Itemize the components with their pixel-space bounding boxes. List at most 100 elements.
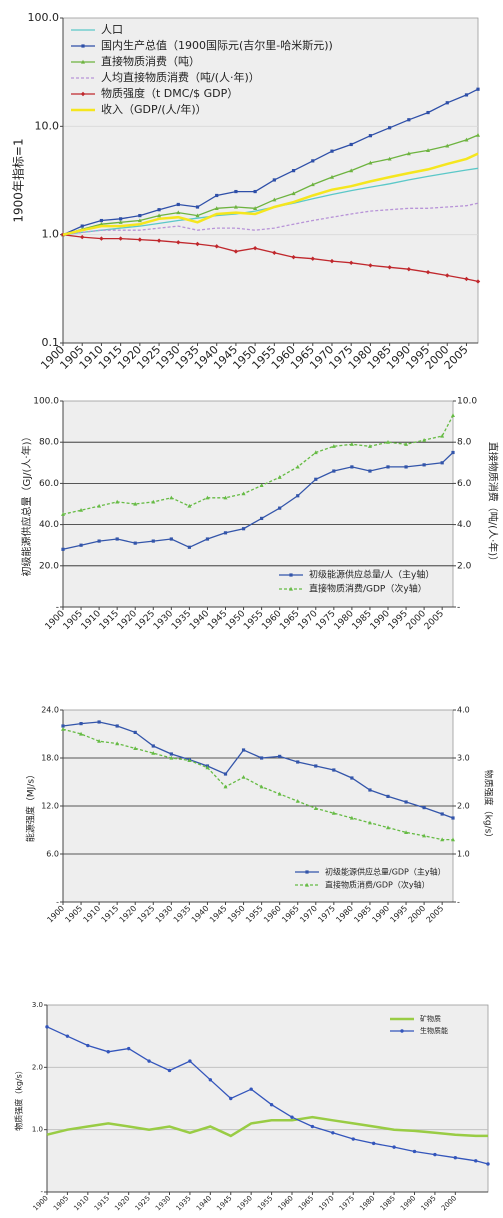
legend-label: 直接物质消费/GDP（次y轴） [309, 583, 427, 595]
point-marker [151, 499, 156, 504]
point-marker [187, 503, 192, 508]
point-marker [133, 746, 138, 750]
x-tick-label: 1965 [297, 1194, 315, 1212]
x-tick-label: 1900 [44, 609, 67, 632]
x-tick-label: 1945 [215, 1194, 233, 1212]
y-axis-label: 能源强度（MJ/s） [25, 770, 37, 842]
point-marker [205, 495, 210, 500]
point-marker [80, 234, 85, 240]
x-tick-label: 2000 [407, 904, 428, 925]
point-marker [296, 494, 300, 498]
point-marker [61, 724, 65, 728]
point-marker [151, 744, 155, 748]
series-line [62, 152, 479, 236]
point-marker [99, 218, 104, 223]
legend-label: 人均直接物质消费（吨/(人·年)） [101, 70, 260, 84]
x-tick-label: 1910 [72, 1194, 90, 1212]
point-marker [133, 730, 137, 734]
x-tick-label: 1950 [226, 904, 247, 925]
point-marker [291, 191, 296, 196]
legend-marker [305, 870, 309, 874]
x-tick-label: 1920 [116, 609, 139, 632]
point-marker [386, 794, 390, 798]
x-tick-label: 1930 [154, 904, 175, 925]
x-tick-label: 1995 [387, 609, 410, 632]
y-tick-label: 6.0 [46, 850, 59, 859]
point-marker [464, 93, 469, 97]
point-marker [147, 1059, 151, 1063]
point-marker [156, 238, 162, 243]
point-marker [387, 156, 392, 161]
point-marker [367, 820, 372, 825]
x-tick-label: 2000 [440, 1194, 458, 1212]
x-tick-label: 1995 [419, 1194, 437, 1212]
x-tick-label: 1925 [136, 904, 157, 925]
point-marker [331, 811, 336, 815]
legend-label: 初级能源供应总量/GDP（主y轴） [325, 867, 446, 877]
point-marker [99, 236, 104, 241]
point-marker [422, 437, 427, 442]
point-marker [45, 1025, 49, 1029]
point-marker [314, 477, 318, 481]
point-marker [79, 543, 83, 547]
point-marker [241, 527, 246, 531]
point-marker [404, 830, 409, 834]
point-marker [404, 465, 408, 469]
legend-marker [289, 573, 293, 577]
y-tick-label: 100.0 [33, 397, 59, 407]
point-marker [426, 110, 430, 115]
point-marker [310, 182, 315, 187]
x-tick-label: 2005 [425, 904, 446, 925]
legend-label: 人口 [101, 23, 123, 36]
point-marker [422, 833, 427, 838]
point-marker [99, 221, 104, 226]
x-tick-label: 1905 [52, 1194, 70, 1212]
point-marker [295, 799, 300, 803]
x-tick-label: 1990 [399, 1194, 417, 1212]
point-marker [350, 776, 354, 780]
point-marker [137, 237, 143, 242]
point-marker [214, 244, 219, 249]
x-tick-label: 1950 [236, 1194, 254, 1212]
x-tick-label: 1915 [100, 904, 121, 925]
y2-tick-label: 6.0 [457, 479, 472, 489]
point-marker [475, 279, 481, 284]
legend-label: 收入（GDP/(人/年)） [101, 102, 207, 116]
point-marker [386, 465, 390, 469]
point-marker [205, 537, 210, 541]
point-marker [138, 213, 142, 218]
point-marker [97, 539, 101, 543]
point-marker [291, 254, 296, 260]
point-marker [350, 465, 354, 469]
point-marker [291, 169, 296, 173]
x-tick-label: 1925 [134, 1194, 152, 1212]
x-tick-label: 2000 [405, 609, 428, 632]
point-marker [259, 483, 264, 488]
point-marker [115, 537, 119, 541]
point-marker [295, 464, 300, 469]
x-tick-label: 1975 [316, 904, 337, 925]
point-marker [118, 236, 123, 241]
point-marker [386, 825, 390, 830]
point-marker [368, 263, 373, 268]
point-marker [406, 151, 411, 156]
x-tick-label: 1970 [317, 1194, 335, 1212]
point-marker [119, 217, 123, 221]
point-marker [272, 197, 277, 202]
point-marker [195, 213, 200, 218]
x-tick-label: 1975 [314, 609, 337, 632]
x-tick-label: 1920 [118, 904, 139, 925]
point-marker [313, 450, 318, 455]
x-tick-label: 2005 [423, 609, 446, 632]
x-tick-label: 1905 [63, 904, 84, 925]
y2-tick-label: 2.0 [457, 802, 470, 811]
point-marker [453, 1156, 458, 1160]
legend-label: 矿物质 [420, 1014, 441, 1023]
y-tick-label: 0.1 [42, 336, 60, 349]
point-marker [313, 806, 318, 810]
x-tick-label: 1935 [170, 609, 193, 632]
x-tick-label: 1985 [379, 1194, 397, 1212]
point-marker [440, 433, 445, 438]
point-marker [278, 754, 282, 758]
x-tick-label: 1955 [256, 1194, 274, 1212]
